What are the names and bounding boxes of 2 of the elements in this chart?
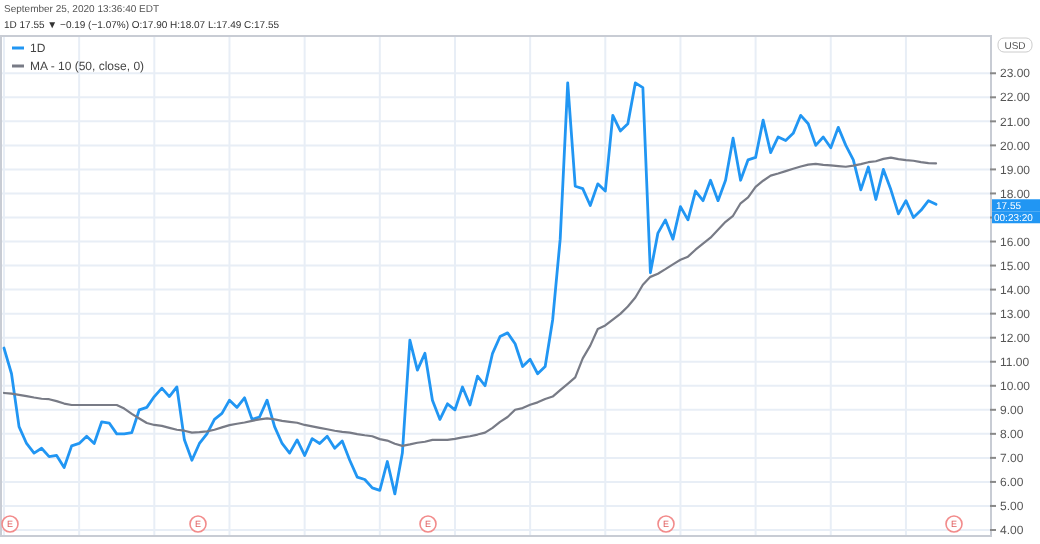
line-series <box>2 156 938 447</box>
line-series <box>2 81 938 496</box>
